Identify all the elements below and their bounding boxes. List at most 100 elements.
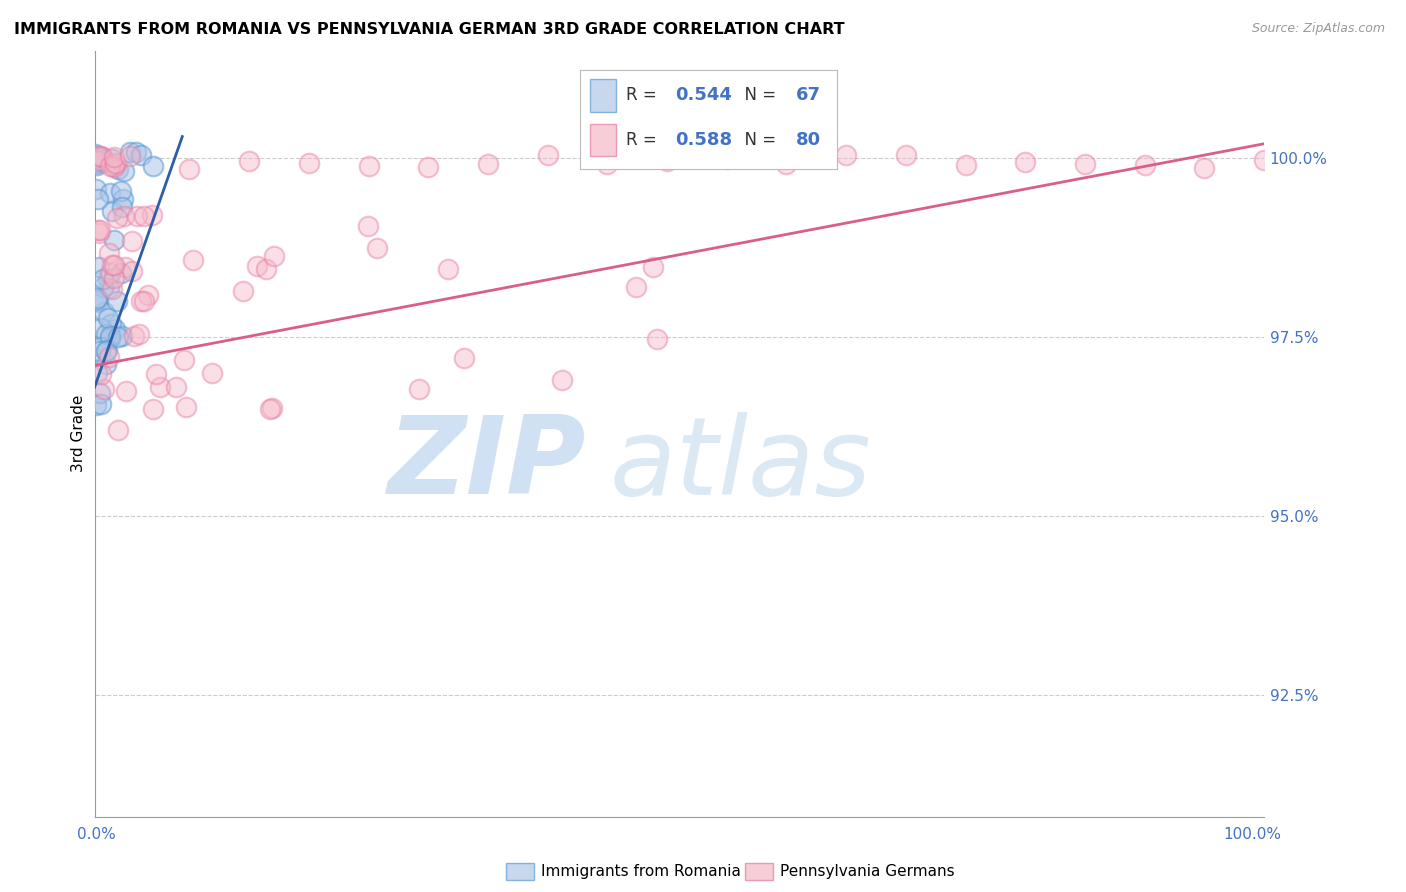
Point xyxy=(641,260,664,275)
Point xyxy=(115,384,138,398)
Point xyxy=(174,400,197,414)
Point xyxy=(86,366,108,380)
Point xyxy=(437,262,460,277)
Point xyxy=(89,153,111,167)
Point xyxy=(110,266,132,280)
Point xyxy=(86,154,108,169)
Point xyxy=(89,344,111,359)
Point xyxy=(357,159,380,173)
Point xyxy=(357,219,380,234)
Point xyxy=(128,326,150,341)
Point xyxy=(551,373,574,387)
Text: Immigrants from Romania: Immigrants from Romania xyxy=(541,864,741,879)
Point xyxy=(101,153,124,167)
Point xyxy=(537,148,560,162)
Text: Pennsylvania Germans: Pennsylvania Germans xyxy=(780,864,955,879)
Point xyxy=(101,159,124,173)
Point xyxy=(86,192,108,206)
Text: IMMIGRANTS FROM ROMANIA VS PENNSYLVANIA GERMAN 3RD GRADE CORRELATION CHART: IMMIGRANTS FROM ROMANIA VS PENNSYLVANIA … xyxy=(14,22,845,37)
Point xyxy=(96,344,118,359)
Point xyxy=(100,282,122,296)
Point xyxy=(955,158,977,172)
Point xyxy=(110,200,132,214)
Point xyxy=(114,260,136,274)
Point xyxy=(142,401,165,416)
Point xyxy=(173,353,195,368)
Point xyxy=(84,398,107,412)
Point xyxy=(131,294,153,309)
Point xyxy=(105,211,128,226)
Point xyxy=(91,150,114,164)
Text: 100.0%: 100.0% xyxy=(1223,828,1282,842)
Point xyxy=(179,161,201,176)
Point xyxy=(112,209,135,223)
Point xyxy=(111,329,134,343)
Point xyxy=(90,151,112,165)
Point xyxy=(91,279,114,293)
Point xyxy=(87,155,110,169)
Point xyxy=(418,160,440,174)
Point xyxy=(716,152,738,166)
Point xyxy=(260,401,283,415)
Point xyxy=(103,160,125,174)
Point xyxy=(238,154,260,169)
Point xyxy=(232,284,254,298)
Point xyxy=(298,156,321,170)
Point xyxy=(84,182,107,196)
Point xyxy=(645,332,668,346)
Point xyxy=(103,233,125,247)
Text: ZIP: ZIP xyxy=(388,411,586,517)
Point xyxy=(141,208,163,222)
Point xyxy=(107,330,129,344)
Text: 0.0%: 0.0% xyxy=(77,828,115,842)
Point xyxy=(136,288,159,302)
Point xyxy=(86,157,108,171)
Point xyxy=(93,153,115,168)
Point xyxy=(104,155,127,169)
Point xyxy=(94,357,117,371)
Point xyxy=(98,245,121,260)
Text: Source: ZipAtlas.com: Source: ZipAtlas.com xyxy=(1251,22,1385,36)
Point xyxy=(103,150,125,164)
Point xyxy=(89,153,111,168)
Point xyxy=(86,291,108,305)
Point xyxy=(775,156,797,170)
Point xyxy=(86,154,108,169)
Point xyxy=(112,164,135,178)
Text: atlas: atlas xyxy=(609,412,872,516)
Point xyxy=(101,259,124,273)
Point xyxy=(86,293,108,307)
Point xyxy=(107,161,129,176)
Point xyxy=(87,295,110,310)
Point xyxy=(181,253,204,268)
Point xyxy=(103,271,125,285)
Point xyxy=(894,148,917,162)
Point xyxy=(91,151,114,165)
Point xyxy=(149,380,172,394)
Point xyxy=(90,321,112,335)
Point xyxy=(87,222,110,236)
Point xyxy=(98,281,121,295)
Point xyxy=(122,328,145,343)
Point xyxy=(105,294,128,309)
Point xyxy=(87,226,110,240)
Point xyxy=(96,343,118,357)
Point xyxy=(84,156,107,170)
Point xyxy=(1253,153,1275,167)
Point xyxy=(453,351,475,365)
Point xyxy=(89,149,111,163)
Point xyxy=(89,222,111,236)
Point xyxy=(165,380,187,394)
Point xyxy=(90,149,112,163)
Point xyxy=(84,147,107,161)
Point xyxy=(100,317,122,331)
Point xyxy=(93,305,115,319)
Point xyxy=(90,152,112,166)
Point xyxy=(655,154,678,169)
Point xyxy=(91,154,114,169)
Point xyxy=(121,264,143,278)
Point xyxy=(98,186,121,201)
Point xyxy=(91,271,114,285)
Point xyxy=(98,331,121,345)
Point xyxy=(254,261,277,276)
